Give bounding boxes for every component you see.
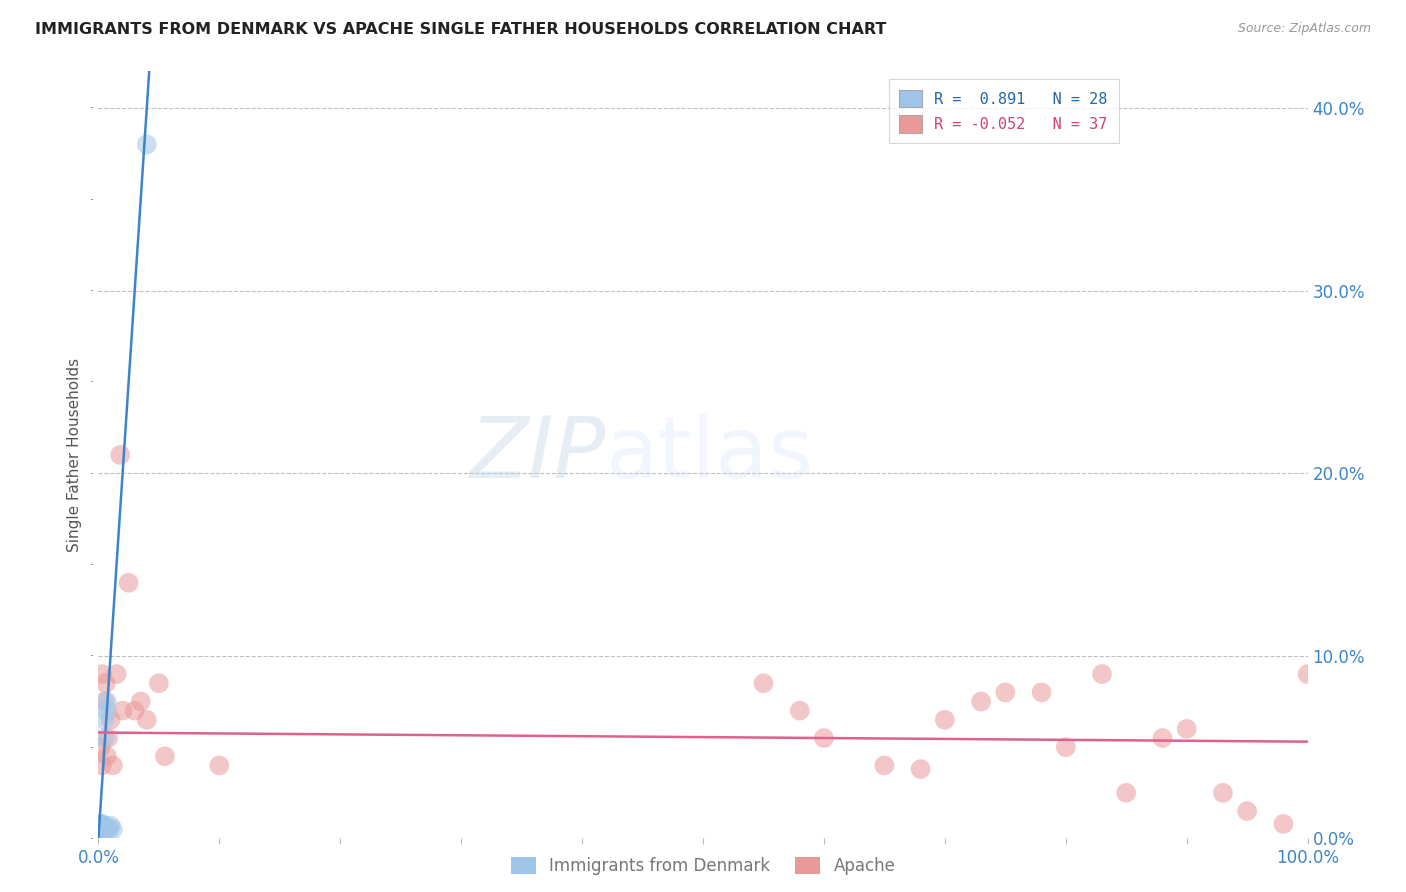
Point bbox=[93, 713, 115, 727]
Point bbox=[1054, 740, 1077, 755]
Point bbox=[91, 819, 114, 833]
Point bbox=[94, 822, 117, 837]
Point bbox=[105, 667, 128, 681]
Point bbox=[100, 819, 122, 833]
Point bbox=[129, 694, 152, 708]
Point bbox=[1175, 722, 1198, 736]
Point bbox=[135, 137, 157, 152]
Point bbox=[96, 749, 118, 764]
Point bbox=[118, 575, 141, 590]
Text: IMMIGRANTS FROM DENMARK VS APACHE SINGLE FATHER HOUSEHOLDS CORRELATION CHART: IMMIGRANTS FROM DENMARK VS APACHE SINGLE… bbox=[35, 22, 887, 37]
Point bbox=[97, 821, 120, 835]
Point bbox=[124, 704, 146, 718]
Point bbox=[208, 758, 231, 772]
Point bbox=[813, 731, 835, 745]
Point bbox=[1091, 667, 1114, 681]
Point bbox=[934, 713, 956, 727]
Text: Source: ZipAtlas.com: Source: ZipAtlas.com bbox=[1237, 22, 1371, 36]
Point bbox=[1152, 731, 1174, 745]
Point bbox=[135, 713, 157, 727]
Legend: R =  0.891   N = 28, R = -0.052   N = 37: R = 0.891 N = 28, R = -0.052 N = 37 bbox=[889, 79, 1119, 144]
Point bbox=[89, 822, 111, 837]
Point bbox=[90, 824, 112, 838]
Point bbox=[94, 676, 117, 690]
Point bbox=[91, 819, 114, 833]
Point bbox=[91, 821, 114, 835]
Point bbox=[96, 704, 118, 718]
Text: ZIP: ZIP bbox=[470, 413, 606, 497]
Point bbox=[89, 821, 111, 835]
Point bbox=[1296, 667, 1319, 681]
Text: atlas: atlas bbox=[606, 413, 814, 497]
Point bbox=[93, 731, 115, 745]
Point bbox=[90, 740, 112, 755]
Point bbox=[89, 822, 111, 837]
Point bbox=[90, 817, 112, 831]
Point bbox=[1115, 786, 1137, 800]
Point bbox=[93, 694, 115, 708]
Point bbox=[91, 822, 114, 837]
Point bbox=[752, 676, 775, 690]
Legend: Immigrants from Denmark, Apache: Immigrants from Denmark, Apache bbox=[502, 849, 904, 884]
Point bbox=[91, 758, 114, 772]
Point bbox=[789, 704, 811, 718]
Point bbox=[910, 762, 932, 776]
Y-axis label: Single Father Households: Single Father Households bbox=[67, 358, 82, 552]
Point bbox=[970, 694, 993, 708]
Point bbox=[94, 821, 117, 835]
Point bbox=[91, 817, 114, 831]
Point bbox=[90, 821, 112, 835]
Point bbox=[90, 819, 112, 833]
Point bbox=[873, 758, 896, 772]
Point bbox=[153, 749, 176, 764]
Point bbox=[1031, 685, 1053, 699]
Point bbox=[97, 731, 120, 745]
Point bbox=[96, 694, 118, 708]
Point bbox=[100, 713, 122, 727]
Point bbox=[1236, 804, 1258, 818]
Point bbox=[101, 822, 124, 837]
Point bbox=[91, 667, 114, 681]
Point bbox=[89, 817, 111, 831]
Point bbox=[1212, 786, 1234, 800]
Point bbox=[994, 685, 1017, 699]
Point bbox=[148, 676, 170, 690]
Point bbox=[1272, 817, 1295, 831]
Point bbox=[108, 448, 131, 462]
Point bbox=[89, 819, 111, 833]
Point bbox=[90, 822, 112, 837]
Point bbox=[101, 758, 124, 772]
Point bbox=[111, 704, 134, 718]
Point bbox=[91, 822, 114, 837]
Point bbox=[91, 821, 114, 835]
Point bbox=[98, 822, 121, 837]
